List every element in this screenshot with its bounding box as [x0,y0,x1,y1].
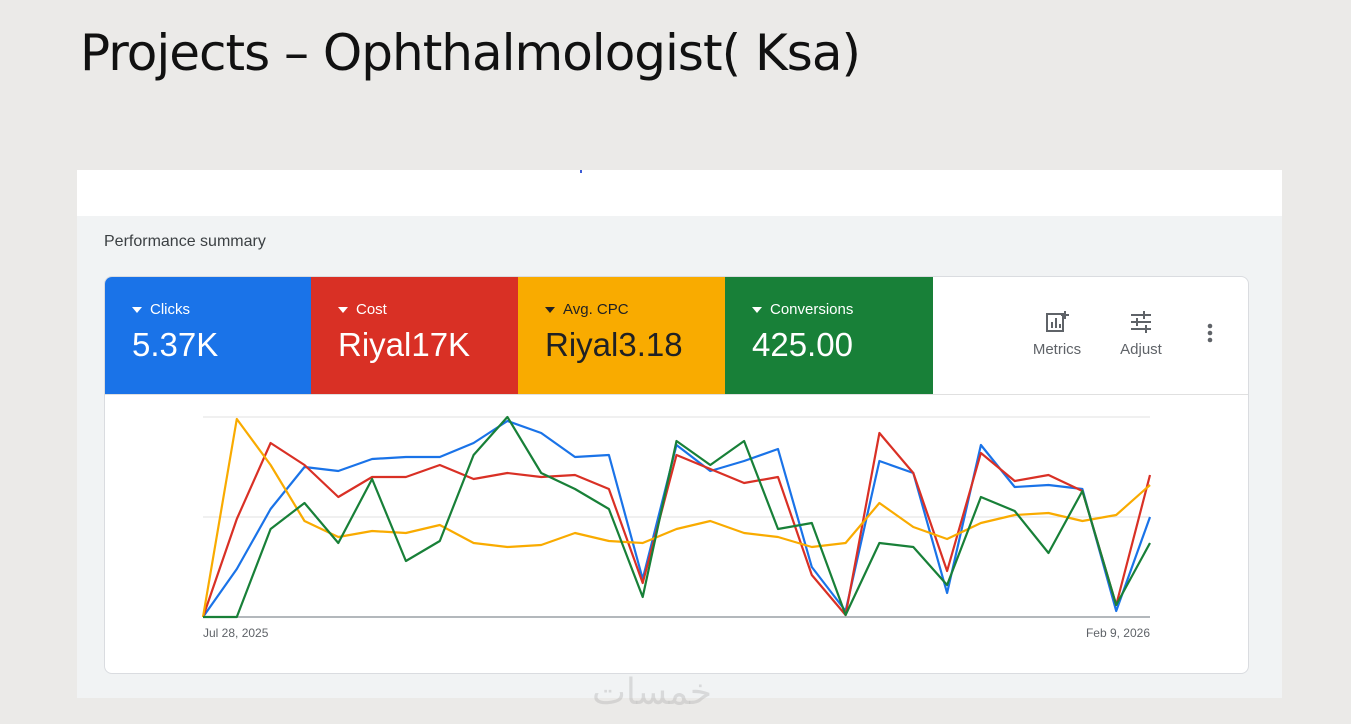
caret-down-icon [752,306,762,313]
metric-label: Conversions [770,301,854,318]
tiles-divider [105,394,1248,395]
caret-down-icon [545,306,555,313]
x-axis-start-label: Jul 28, 2025 [203,626,269,640]
panel-header-strip [77,170,1282,216]
bar-chart-add-icon [1046,311,1069,332]
more-vert-icon[interactable] [1202,321,1218,345]
metric-tile-clicks[interactable]: Clicks 5.37K [105,277,311,394]
watermark-logo: خمسات [592,672,713,713]
performance-panel: Performance summary Clicks 5.37K Cost Ri… [77,170,1282,698]
slide-title: Projects – Ophthalmologist( Ksa) [80,24,861,82]
metric-value: 5.37K [132,326,219,363]
cost-series-line [201,431,1152,618]
metric-value: 425.00 [752,326,853,363]
tune-sliders-icon [1131,311,1151,333]
metric-label: Avg. CPC [563,301,629,318]
metric-tile-avg-cpc[interactable]: Avg. CPC Riyal3.18 [518,277,725,394]
performance-card: Clicks 5.37K Cost Riyal17K Avg. CPC Riya… [104,276,1249,674]
metric-label: Cost [356,301,387,318]
metric-tile-cost[interactable]: Cost Riyal17K [311,277,518,394]
metric-tiles: Clicks 5.37K Cost Riyal17K Avg. CPC Riya… [105,277,933,394]
chart-grid [203,416,1150,618]
chart-series [201,415,1152,619]
adjust-button[interactable]: Adjust [1111,309,1171,358]
performance-line-chart: Jul 28, 2025 Feb 9, 2026 [201,415,1152,640]
x-axis-end-label: Feb 9, 2026 [1086,626,1150,640]
metrics-button[interactable]: Metrics [1027,309,1087,358]
metric-label: Clicks [150,301,190,318]
caret-down-icon [132,306,142,313]
metric-value: Riyal3.18 [545,326,683,363]
metric-value: Riyal17K [338,326,471,363]
adjust-label: Adjust [1120,341,1162,358]
avg-cpc-series-line [201,417,1151,618]
performance-summary-label: Performance summary [104,233,266,250]
caret-down-icon [338,306,348,313]
clicks-series-line [202,419,1152,618]
metric-tile-conversions[interactable]: Conversions 425.00 [725,277,933,394]
metrics-label: Metrics [1032,341,1082,358]
conversions-series-line [203,415,1151,619]
header-dot [580,170,582,173]
